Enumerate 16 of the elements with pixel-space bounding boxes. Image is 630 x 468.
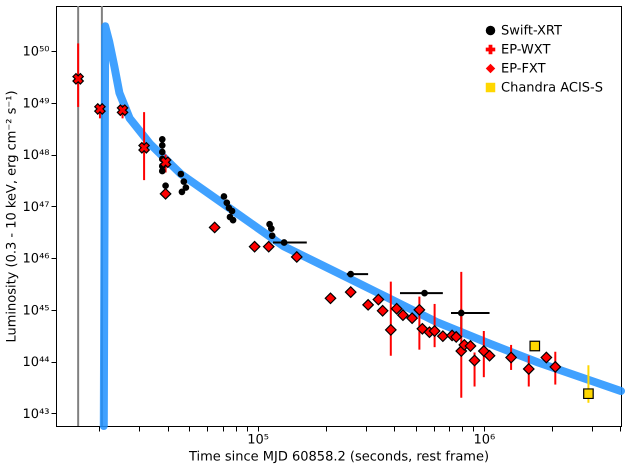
- y-tick-label: 10⁴⁷: [22, 200, 50, 215]
- y-tick-label: 10⁴⁴: [22, 355, 50, 370]
- x-axis-title: Time since MJD 60858.2 (seconds, rest frame): [188, 450, 490, 464]
- legend-label: EP-FXT: [501, 62, 546, 76]
- legend-label: Chandra ACIS-S: [501, 80, 603, 96]
- x-tick-label: 10⁶: [473, 432, 496, 448]
- y-tick-label: 10⁴⁶: [22, 252, 50, 267]
- y-tick-label: 10⁴³: [22, 406, 50, 422]
- legend-label: EP-WXT: [501, 42, 550, 58]
- legend-label: Swift-XRT: [501, 24, 562, 38]
- y-tick-label: 10⁴⁸: [22, 148, 50, 164]
- y-tick-label: 10⁵⁰: [22, 44, 50, 60]
- y-tick-label: 10⁴⁵: [22, 303, 50, 318]
- y-axis-title: Luminosity (0.3 - 10 keV, erg cm⁻² s⁻¹): [4, 90, 20, 343]
- x-tick-label: 10⁵: [247, 432, 269, 448]
- y-tick-label: 10⁴⁹: [22, 96, 50, 112]
